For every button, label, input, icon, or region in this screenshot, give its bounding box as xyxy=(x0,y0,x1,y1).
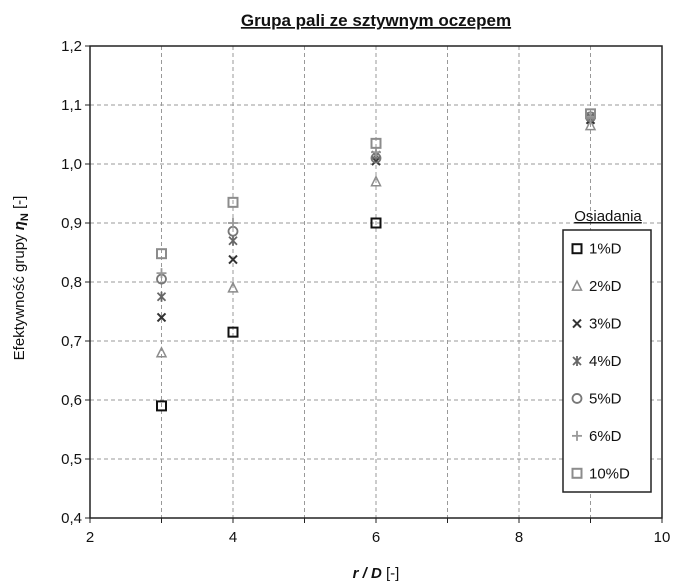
y-tick-label: 1,1 xyxy=(61,97,82,114)
legend-entry: 2%D xyxy=(571,278,622,295)
y-axis-label-suffix: [-] xyxy=(11,196,28,214)
data-point xyxy=(156,400,167,412)
y-tick-label: 1,0 xyxy=(61,156,82,173)
tick-labels: 2 4 6 8 10 0,4 0,5 0,6 0,7 0,8 0,9 1,0 1,1 1,2 xyxy=(61,38,670,546)
marker-triangle xyxy=(584,118,597,131)
legend-label: 6%D xyxy=(589,428,622,445)
legend-marker xyxy=(572,318,582,329)
data-point xyxy=(585,108,596,120)
legend-marker xyxy=(572,356,582,366)
x-tick-label: 4 xyxy=(229,529,237,546)
legend-entry: 5%D xyxy=(571,390,622,407)
legend-label: 1%D xyxy=(589,241,622,258)
series-2pct-d xyxy=(155,118,597,358)
data-point xyxy=(228,254,238,265)
marker-x-stroke xyxy=(156,312,167,323)
legend-title: Osiadania xyxy=(574,208,642,225)
x-tick-label: 2 xyxy=(86,529,94,546)
series-1pct-d xyxy=(156,217,382,412)
y-tick-label: 0,9 xyxy=(61,215,82,232)
legend-label: 10%D xyxy=(589,465,630,482)
legend-entry: 6%D xyxy=(572,428,622,445)
x-tick-label: 8 xyxy=(515,529,523,546)
legend-marker xyxy=(571,393,583,404)
data-markers xyxy=(155,108,597,412)
data-point xyxy=(156,268,167,279)
marker-x-stroke xyxy=(572,318,582,329)
marker-square xyxy=(370,217,382,229)
data-point xyxy=(155,346,168,358)
legend: Osiadania 1%D 2%D 3%D 4%D 5%D 6%D 10%D xyxy=(562,208,652,493)
x-axis-label: r / D [-] xyxy=(353,565,400,582)
data-point xyxy=(370,137,382,149)
data-point xyxy=(156,291,167,302)
legend-entry: 1%D xyxy=(571,241,622,258)
y-tick-label: 0,7 xyxy=(61,333,82,350)
series-6pct-d xyxy=(156,111,596,279)
marker-triangle xyxy=(571,279,583,291)
legend-marker xyxy=(571,279,583,291)
marker-square xyxy=(227,196,239,208)
marker-square xyxy=(571,467,583,479)
data-point xyxy=(156,248,167,260)
legend-label: 5%D xyxy=(589,390,622,407)
legend-label: 3%D xyxy=(589,316,622,333)
data-point xyxy=(228,235,238,246)
legend-entry: 3%D xyxy=(572,316,622,333)
data-point xyxy=(370,175,382,187)
x-axis-label-unit: [-] xyxy=(382,565,400,582)
series-10pct-d xyxy=(156,108,596,260)
marker-triangle xyxy=(155,346,168,358)
marker-square xyxy=(156,400,167,412)
marker-square xyxy=(571,243,583,255)
marker-square xyxy=(585,108,596,120)
x-tick-label: 10 xyxy=(654,529,671,546)
marker-square xyxy=(156,248,167,260)
data-point xyxy=(584,118,597,131)
data-point xyxy=(227,196,239,208)
data-point xyxy=(227,326,239,338)
x-tick-label: 6 xyxy=(372,529,380,546)
y-axis-label-subscript: N xyxy=(19,213,31,221)
marker-x-stroke xyxy=(228,254,238,265)
data-point xyxy=(228,218,238,228)
data-point xyxy=(156,312,167,323)
chart-title: Grupa pali ze sztywnym oczepem xyxy=(241,11,511,30)
marker-triangle xyxy=(370,175,382,187)
y-axis-label: Efektywność grupy ηN [-] xyxy=(11,196,31,361)
data-point xyxy=(370,217,382,229)
marker-square xyxy=(227,326,239,338)
y-tick-label: 0,8 xyxy=(61,274,82,291)
y-tick-label: 0,5 xyxy=(61,451,82,468)
legend-label: 4%D xyxy=(589,353,622,370)
marker-circle xyxy=(571,393,583,404)
y-axis-label-prefix: Efektywność grupy xyxy=(11,230,28,360)
marker-triangle xyxy=(227,281,239,293)
legend-label: 2%D xyxy=(589,278,622,295)
legend-marker xyxy=(571,467,583,479)
y-tick-label: 0,6 xyxy=(61,392,82,409)
data-point xyxy=(371,147,381,158)
legend-marker xyxy=(571,243,583,255)
y-axis-label-symbol: η xyxy=(11,221,28,230)
legend-marker xyxy=(572,430,582,441)
y-tick-label: 0,4 xyxy=(61,510,82,527)
y-tick-label: 1,2 xyxy=(61,38,82,55)
legend-entry: 4%D xyxy=(572,353,622,370)
marker-square xyxy=(370,137,382,149)
x-axis-label-main: r / D xyxy=(353,565,382,582)
data-point xyxy=(585,111,596,122)
legend-entry: 10%D xyxy=(571,465,630,482)
data-point xyxy=(227,281,239,293)
